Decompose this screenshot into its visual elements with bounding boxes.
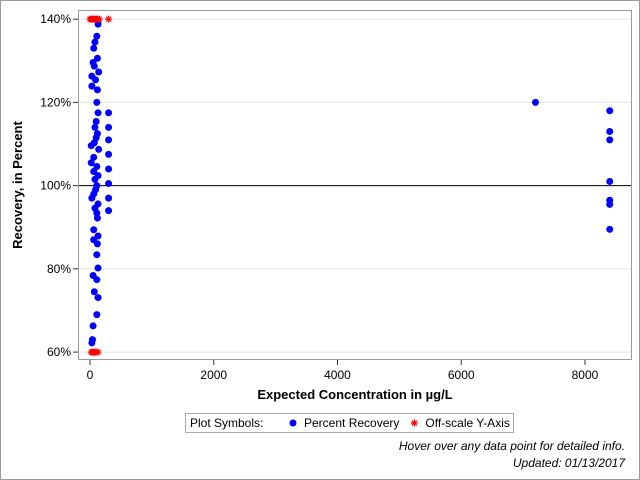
- data-point: [88, 194, 96, 202]
- data-point: [105, 150, 113, 158]
- data-point: [93, 251, 101, 259]
- legend-title: Plot Symbols:: [190, 416, 263, 430]
- data-point: [606, 225, 614, 233]
- data-point: [606, 177, 614, 185]
- data-point: [93, 240, 101, 248]
- data-point: [93, 54, 101, 62]
- data-point: [94, 348, 102, 356]
- data-point: [90, 44, 98, 52]
- data-point: [531, 98, 539, 106]
- data-point: [87, 159, 95, 167]
- legend-marker: [289, 419, 297, 427]
- data-point: [606, 136, 614, 144]
- data-point: [105, 123, 113, 131]
- footnote: Hover over any data point for detailed i…: [399, 439, 625, 453]
- y-tick-label: 60%: [47, 345, 71, 359]
- x-tick-label: 2000: [200, 368, 227, 382]
- data-point: [93, 162, 101, 170]
- data-point: [90, 62, 98, 70]
- data-point: [91, 175, 99, 183]
- x-tick-label: 4000: [324, 368, 351, 382]
- data-point: [94, 294, 102, 302]
- data-point: [92, 76, 100, 84]
- data-point: [95, 15, 103, 23]
- data-point: [90, 153, 98, 161]
- data-point: [89, 322, 97, 330]
- data-point: [88, 82, 96, 90]
- y-axis-title: Recovery, in Percent: [10, 121, 25, 249]
- data-point: [90, 167, 98, 175]
- data-point: [105, 109, 113, 117]
- data-point: [606, 128, 614, 136]
- data-point: [105, 15, 113, 23]
- y-tick-label: 100%: [40, 179, 71, 193]
- legend-box: [185, 413, 514, 433]
- x-tick-label: 6000: [448, 368, 475, 382]
- data-point: [87, 142, 95, 150]
- data-point: [105, 165, 113, 173]
- plot-frame: [78, 10, 632, 360]
- data-point: [90, 288, 98, 296]
- data-point: [88, 339, 96, 347]
- data-point: [95, 68, 103, 76]
- data-point: [94, 109, 102, 117]
- data-point: [92, 118, 100, 126]
- data-point: [93, 32, 101, 40]
- data-point: [105, 180, 113, 188]
- data-point: [105, 136, 113, 144]
- legend-label: Off-scale Y-Axis: [425, 416, 509, 430]
- data-point: [93, 86, 101, 94]
- data-point: [95, 145, 103, 153]
- data-point: [91, 123, 99, 131]
- legend-label: Percent Recovery: [304, 416, 399, 430]
- y-tick-label: 80%: [47, 262, 71, 276]
- legend-marker: [410, 419, 418, 427]
- data-point: [606, 107, 614, 115]
- data-point: [105, 207, 113, 215]
- footnote: Updated: 01/13/2017: [513, 456, 626, 470]
- y-tick-label: 120%: [40, 95, 71, 109]
- data-point: [90, 226, 98, 234]
- x-tick-label: 0: [87, 368, 94, 382]
- x-tick-label: 8000: [572, 368, 599, 382]
- data-point: [93, 214, 101, 222]
- data-point: [606, 200, 614, 208]
- y-tick-label: 140%: [40, 12, 71, 26]
- data-point: [94, 264, 102, 272]
- data-point: [105, 194, 113, 202]
- data-point: [93, 276, 101, 284]
- data-point: [93, 311, 101, 319]
- data-point: [91, 38, 99, 46]
- x-axis-title: Expected Concentration in µg/L: [257, 387, 452, 402]
- data-point: [93, 98, 101, 106]
